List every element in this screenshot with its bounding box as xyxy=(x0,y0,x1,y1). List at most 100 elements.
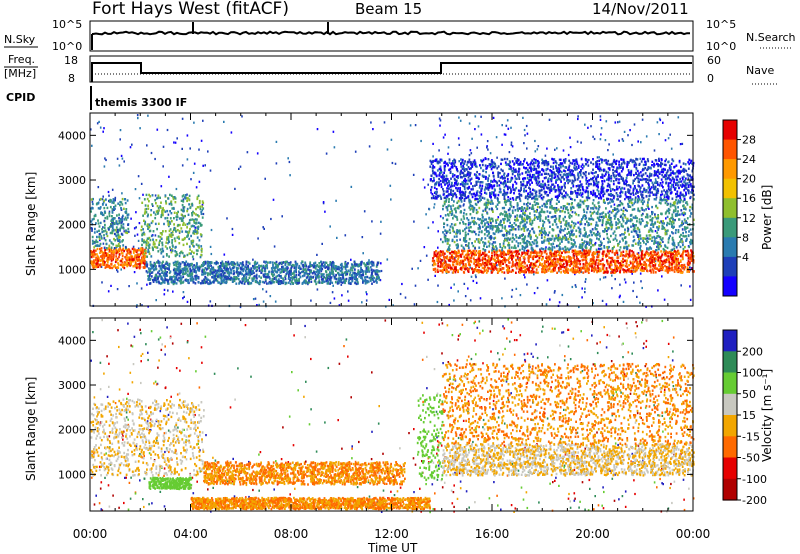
feature-cell xyxy=(471,220,474,223)
noise-cell xyxy=(226,217,228,220)
noise-cell xyxy=(379,279,382,282)
feature-cell xyxy=(185,271,187,274)
cpid-value: themis 3300 IF xyxy=(95,96,187,109)
feature-cell xyxy=(185,260,188,263)
feature-cell xyxy=(186,209,189,213)
feature-cell xyxy=(195,278,198,281)
feature-cell xyxy=(562,269,565,273)
feature-cell xyxy=(677,257,679,261)
feature-cell xyxy=(180,199,183,202)
feature-cell xyxy=(199,265,202,269)
feature-cell xyxy=(460,261,463,264)
feature-cell xyxy=(523,260,526,263)
feature-cell xyxy=(671,268,674,272)
noise-cell xyxy=(645,305,647,308)
feature-cell xyxy=(102,201,105,204)
feature-cell xyxy=(262,280,264,284)
feature-cell xyxy=(659,262,661,265)
feature-cell xyxy=(152,264,155,268)
feature-cell xyxy=(225,267,228,271)
feature-cell xyxy=(117,262,119,265)
noise-cell xyxy=(467,287,469,290)
feature-cell xyxy=(160,264,163,267)
feature-cell xyxy=(361,260,363,264)
noise-cell xyxy=(597,181,600,184)
feature-cell xyxy=(601,266,604,269)
feature-cell xyxy=(186,230,188,234)
feature-cell xyxy=(346,271,349,274)
feature-cell xyxy=(546,259,548,262)
feature-cell xyxy=(432,263,435,267)
feature-cell xyxy=(213,271,215,274)
feature-cell xyxy=(177,235,180,238)
feature-cell xyxy=(196,249,199,252)
feature-cell xyxy=(298,270,300,273)
feature-cell xyxy=(645,250,648,253)
noise-cell xyxy=(637,234,640,237)
feature-cell xyxy=(475,253,477,256)
feature-cell xyxy=(687,260,690,263)
feature-cell xyxy=(602,271,605,274)
feature-cell xyxy=(192,230,195,233)
feature-cell xyxy=(142,254,145,258)
feature-cell xyxy=(679,245,682,249)
feature-cell xyxy=(186,279,188,282)
feature-cell xyxy=(219,266,222,269)
feature-cell xyxy=(178,217,181,220)
noise-cell xyxy=(168,175,170,178)
feature-cell xyxy=(439,265,442,268)
feature-cell xyxy=(282,267,285,271)
feature-cell xyxy=(641,266,643,269)
feature-cell xyxy=(154,213,157,216)
feature-cell xyxy=(305,280,307,283)
noise-cell xyxy=(428,208,431,211)
feature-cell xyxy=(121,218,123,222)
feature-cell xyxy=(204,260,207,264)
feature-cell xyxy=(487,260,490,264)
feature-cell xyxy=(191,214,194,217)
noise-cell xyxy=(475,281,478,284)
feature-cell xyxy=(342,277,344,281)
feature-cell xyxy=(123,207,125,210)
noise-cell xyxy=(389,184,392,187)
feature-cell xyxy=(101,212,103,216)
feature-cell xyxy=(616,198,618,201)
feature-cell xyxy=(263,269,266,273)
feature-cell xyxy=(468,258,471,261)
feature-cell xyxy=(214,275,216,278)
feature-cell xyxy=(220,278,223,281)
feature-cell xyxy=(480,271,483,274)
feature-cell xyxy=(613,271,616,274)
feature-cell xyxy=(309,263,311,266)
feature-cell xyxy=(93,231,96,234)
feature-cell xyxy=(247,268,250,271)
noise-cell xyxy=(519,294,522,297)
feature-cell xyxy=(138,258,141,262)
feature-cell xyxy=(248,276,251,280)
feature-cell xyxy=(99,249,102,252)
feature-cell xyxy=(111,222,114,225)
noise-cell xyxy=(289,174,291,177)
feature-cell xyxy=(337,279,340,282)
noise-cell xyxy=(262,226,264,229)
feature-cell xyxy=(143,231,145,234)
noise-cell xyxy=(569,136,571,139)
feature-cell xyxy=(681,267,684,270)
feature-cell xyxy=(177,229,179,232)
feature-cell xyxy=(591,267,593,270)
noise-cell xyxy=(192,171,195,174)
feature-cell xyxy=(441,271,444,274)
feature-cell xyxy=(531,271,533,274)
noise-cell xyxy=(321,242,323,245)
feature-cell xyxy=(150,275,153,278)
feature-cell xyxy=(609,261,612,264)
feature-cell xyxy=(148,200,150,203)
feature-cell xyxy=(174,254,177,258)
feature-cell xyxy=(275,275,278,279)
feature-cell xyxy=(268,276,271,279)
feature-cell xyxy=(614,262,617,266)
feature-cell xyxy=(95,222,97,225)
feature-cell xyxy=(654,271,657,274)
noise-cell xyxy=(256,152,259,155)
noise-cell xyxy=(517,257,519,260)
